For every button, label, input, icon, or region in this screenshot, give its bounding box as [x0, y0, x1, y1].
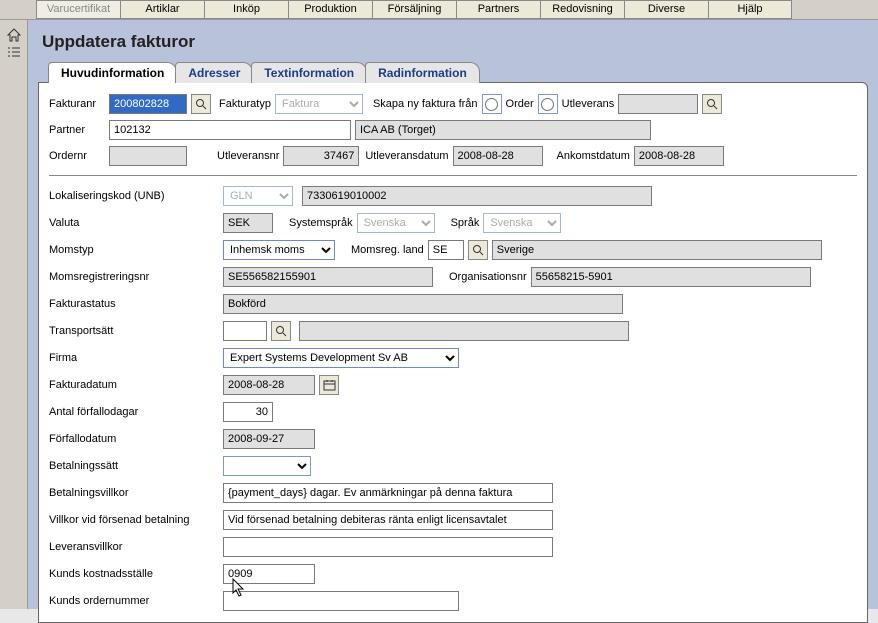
forfallodatum-input[interactable] [223, 429, 315, 449]
tabs: Huvudinformation Adresser Textinformatio… [48, 62, 868, 83]
fakturadatum-input[interactable] [223, 375, 315, 395]
partner-name-input [355, 120, 651, 140]
order-label: Order [506, 98, 534, 110]
villkor-forsenad-input[interactable] [223, 510, 553, 530]
betalningsvillkor-input[interactable] [223, 483, 553, 503]
tab-huvudinformation[interactable]: Huvudinformation [48, 62, 177, 83]
search-icon [706, 98, 718, 110]
page-title: Uppdatera fakturor [42, 32, 868, 52]
menu-inkop[interactable]: Inköp [204, 0, 288, 19]
ankomstdatum-input[interactable] [634, 146, 724, 166]
organisationsnr-input[interactable] [531, 267, 811, 287]
tab-adresser[interactable]: Adresser [175, 62, 253, 83]
momstyp-select[interactable]: Inhemsk moms [223, 240, 335, 260]
menu-artiklar[interactable]: Artiklar [120, 0, 204, 19]
transportsatt-name [299, 321, 629, 341]
fakturadatum-calendar-button[interactable] [319, 375, 339, 395]
partner-label: Partner [49, 124, 105, 136]
order-radio[interactable] [482, 94, 502, 114]
menu-hjalp[interactable]: Hjälp [708, 0, 792, 19]
calendar-icon [323, 379, 336, 391]
search-icon [275, 325, 287, 337]
menu-diverse[interactable]: Diverse [624, 0, 708, 19]
top-menu: Varucertifikat Artiklar Inköp Produktion… [0, 0, 878, 20]
menu-redovisning[interactable]: Redovisning [540, 0, 624, 19]
search-icon [472, 244, 484, 256]
list-icon[interactable] [7, 46, 21, 58]
ordernr-input[interactable] [109, 146, 187, 166]
menu-varucertifikat[interactable]: Varucertifikat [36, 0, 120, 19]
kunds-ordernummer-label: Kunds ordernummer [49, 595, 219, 607]
fakturadatum-label: Fakturadatum [49, 379, 219, 391]
fakturastatus-label: Fakturastatus [49, 298, 219, 310]
valuta-label: Valuta [49, 217, 219, 229]
firma-select[interactable]: Expert Systems Development Sv AB [223, 348, 459, 368]
kunds-kostnadsställe-label: Kunds kostnadsställe [49, 568, 219, 580]
momsregland-search-button[interactable] [468, 240, 488, 260]
betalningssatt-label: Betalningssätt [49, 460, 219, 472]
antal-label: Antal förfallodagar [49, 406, 219, 418]
fakturanr-input[interactable] [109, 94, 187, 114]
momsregistreringsnr-input[interactable] [223, 267, 433, 287]
firma-label: Firma [49, 352, 219, 364]
left-sidebar [0, 20, 28, 609]
sprak-select: Svenska [483, 213, 561, 233]
ordernr-label: Ordernr [49, 150, 105, 162]
menu-produktion[interactable]: Produktion [288, 0, 372, 19]
valuta-input[interactable] [223, 213, 273, 233]
kunds-kostnadsställe-input[interactable] [223, 564, 315, 584]
utleveransdatum-input[interactable] [453, 146, 543, 166]
src-search-button[interactable] [702, 94, 722, 114]
transportsatt-search-button[interactable] [271, 321, 291, 341]
systemsprak-label: Systemspråk [289, 217, 353, 229]
fakturastatus-input [223, 294, 623, 314]
utleveransdatum-label: Utleveransdatum [365, 150, 448, 162]
transportsatt-label: Transportsätt [49, 325, 219, 337]
search-icon [195, 98, 207, 110]
form-panel: Fakturanr Fakturatyp Faktura Skapa ny fa… [38, 82, 868, 623]
fakturatyp-select: Faktura [275, 94, 363, 114]
skapa-label: Skapa ny faktura från [373, 98, 478, 110]
menu-partners[interactable]: Partners [456, 0, 540, 19]
fakturanr-search-button[interactable] [191, 94, 211, 114]
organisationsnr-label: Organisationsnr [449, 271, 527, 283]
betalningsvillkor-label: Betalningsvillkor [49, 487, 219, 499]
transportsatt-input[interactable] [223, 321, 267, 341]
partner-id-input[interactable] [109, 120, 351, 140]
section-details: Lokaliseringskod (UNB) GLN Valuta System… [49, 182, 857, 614]
menu-forsaljning[interactable]: Försäljning [372, 0, 456, 19]
tab-textinformation[interactable]: Textinformation [251, 62, 367, 83]
leveransvillkor-label: Leveransvillkor [49, 541, 219, 553]
momsregland-name [492, 240, 822, 260]
antal-input[interactable] [223, 402, 273, 422]
lokaliseringskod-input[interactable] [302, 186, 652, 206]
kunds-ordernummer-input[interactable] [223, 591, 459, 611]
villkor-forsenad-label: Villkor vid försenad betalning [49, 514, 219, 526]
leveransvillkor-input[interactable] [223, 537, 553, 557]
momstyp-label: Momstyp [49, 244, 219, 256]
momsregland-label: Momsreg. land [351, 244, 424, 256]
main-area: Uppdatera fakturor Huvudinformation Adre… [28, 20, 878, 609]
utleveransnr-input[interactable] [283, 146, 359, 166]
momsregland-input[interactable] [428, 240, 464, 260]
lokaliseringskod-label: Lokaliseringskod (UNB) [49, 190, 219, 202]
utleveransnr-label: Utleveransnr [217, 150, 279, 162]
home-icon[interactable] [6, 28, 22, 42]
utleverans-radio[interactable] [538, 94, 558, 114]
forfallodatum-label: Förfallodatum [49, 433, 219, 445]
betalningssatt-select[interactable] [223, 456, 311, 476]
systemsprak-select: Svenska [357, 213, 435, 233]
section-header: Fakturanr Fakturatyp Faktura Skapa ny fa… [49, 91, 857, 176]
lokaliseringskod-select: GLN [223, 186, 293, 206]
tab-radinformation[interactable]: Radinformation [365, 62, 480, 83]
fakturatyp-label: Fakturatyp [219, 98, 271, 110]
utleverans-label: Utleverans [562, 98, 615, 110]
src-input[interactable] [618, 94, 698, 114]
fakturanr-label: Fakturanr [49, 98, 105, 110]
sprak-label: Språk [451, 217, 480, 229]
momsregistreringsnr-label: Momsregistreringsnr [49, 271, 219, 283]
ankomstdatum-label: Ankomstdatum [557, 150, 630, 162]
